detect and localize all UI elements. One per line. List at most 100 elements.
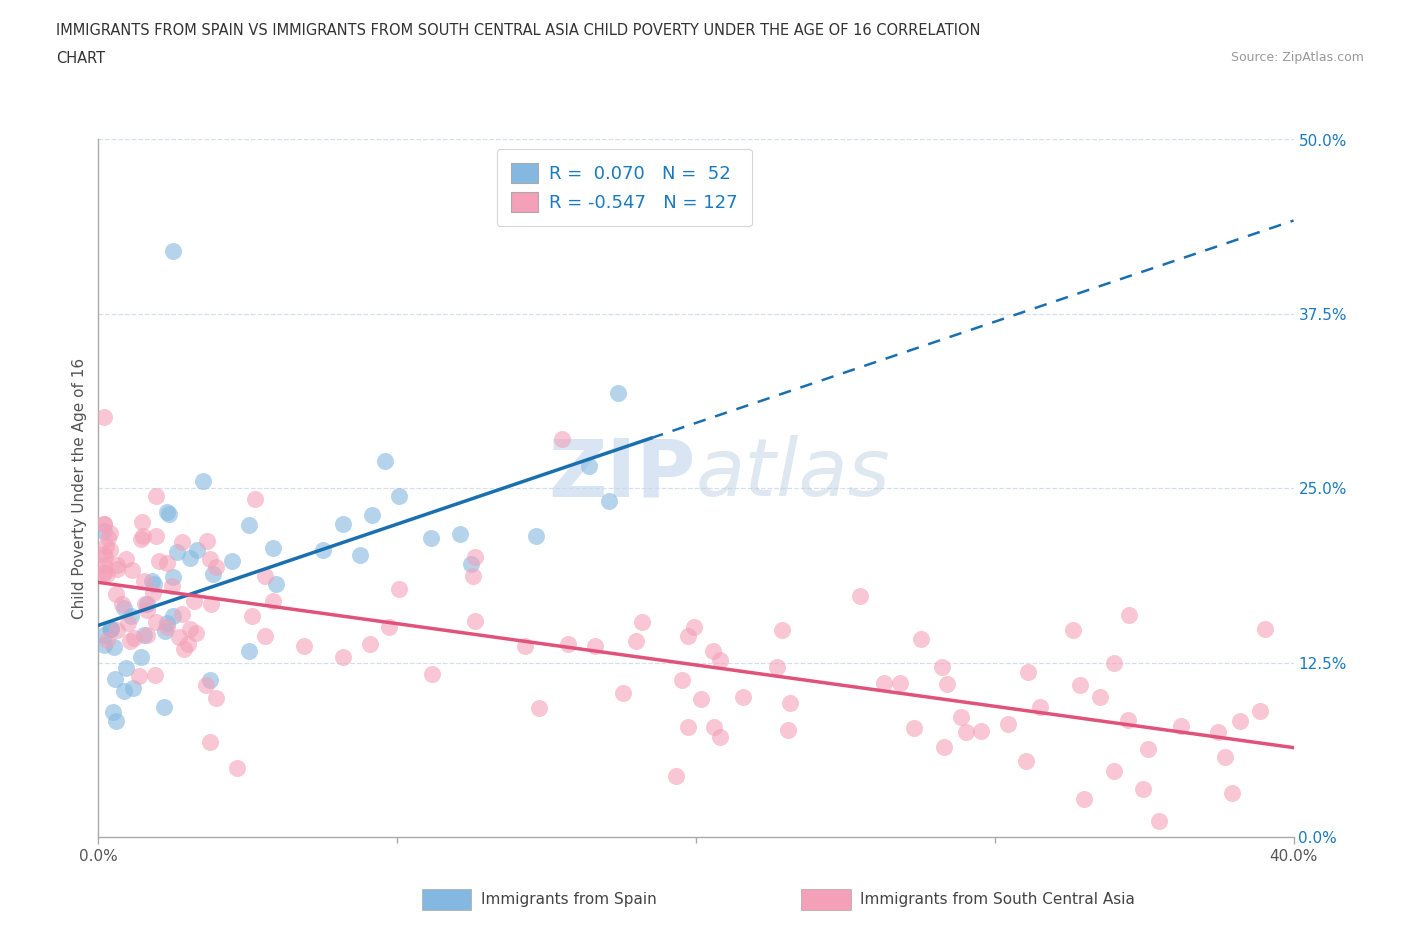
Point [93, 409, 115, 424]
Point [221, 553, 243, 568]
Point [105, 561, 128, 576]
Point [94, 550, 117, 565]
Text: Immigrants from South Central Asia: Immigrants from South Central Asia [860, 892, 1136, 907]
Point [1215, 750, 1237, 764]
Point [931, 659, 953, 674]
Point [112, 684, 135, 698]
Point [779, 696, 801, 711]
Point [460, 557, 482, 572]
Point [198, 551, 221, 566]
Point [292, 638, 315, 653]
Point [1073, 791, 1095, 806]
Point [312, 542, 335, 557]
Point [148, 553, 170, 568]
Point [682, 619, 704, 634]
Point [177, 637, 200, 652]
Point [1118, 712, 1140, 727]
Point [626, 633, 648, 648]
Point [612, 685, 634, 700]
Point [93, 516, 115, 531]
Point [238, 644, 260, 658]
Point [1102, 764, 1125, 778]
Point [112, 601, 135, 616]
Point [141, 574, 163, 589]
Point [1147, 814, 1170, 829]
Point [955, 724, 977, 739]
Point [671, 672, 693, 687]
Point [131, 514, 153, 529]
Point [136, 603, 159, 618]
Point [98, 622, 121, 637]
Point [936, 677, 959, 692]
Point [676, 720, 699, 735]
Point [949, 710, 972, 724]
Point [361, 508, 384, 523]
Point [132, 528, 155, 543]
Point [242, 609, 264, 624]
Text: atlas: atlas [696, 435, 891, 513]
Point [93, 628, 115, 643]
Point [709, 730, 731, 745]
Point [1102, 656, 1125, 671]
Point [98, 525, 121, 540]
Point [997, 716, 1019, 731]
Point [117, 616, 139, 631]
Point [607, 385, 630, 400]
Point [1206, 724, 1229, 739]
Point [104, 671, 127, 686]
Point [262, 540, 284, 555]
Point [873, 675, 896, 690]
Point [200, 597, 222, 612]
Point [1015, 753, 1038, 768]
Point [778, 723, 800, 737]
Point [121, 681, 143, 696]
Point [1029, 700, 1052, 715]
Point [388, 581, 411, 596]
Point [98, 543, 121, 558]
Point [198, 672, 221, 687]
Point [527, 700, 550, 715]
Point [513, 639, 536, 654]
Point [103, 640, 125, 655]
Text: CHART: CHART [56, 51, 105, 66]
Point [170, 535, 193, 550]
Point [157, 507, 180, 522]
Point [142, 586, 165, 601]
Point [166, 545, 188, 560]
Point [733, 689, 755, 704]
Point [1017, 664, 1039, 679]
Point [111, 597, 134, 612]
Point [709, 652, 731, 667]
Point [143, 668, 166, 683]
Point [145, 489, 167, 504]
Point [156, 504, 179, 519]
Point [332, 650, 354, 665]
Point [162, 244, 184, 259]
Text: IMMIGRANTS FROM SPAIN VS IMMIGRANTS FROM SOUTH CENTRAL ASIA CHILD POVERTY UNDER : IMMIGRANTS FROM SPAIN VS IMMIGRANTS FROM… [56, 23, 981, 38]
Point [122, 631, 145, 645]
Point [153, 699, 176, 714]
Point [93, 523, 115, 538]
Point [162, 608, 184, 623]
Point [378, 619, 401, 634]
Point [464, 614, 486, 629]
Point [202, 567, 225, 582]
Point [1132, 781, 1154, 796]
Point [162, 569, 184, 584]
Point [463, 568, 485, 583]
Point [195, 534, 218, 549]
Point [332, 516, 354, 531]
Point [121, 563, 143, 578]
Point [243, 491, 266, 506]
Point [107, 622, 129, 637]
Point [93, 516, 115, 531]
Point [160, 578, 183, 593]
Point [598, 494, 620, 509]
Point [145, 615, 167, 630]
Point [903, 720, 925, 735]
Point [449, 527, 471, 542]
Point [910, 631, 932, 646]
Point [179, 621, 201, 636]
Point [1118, 607, 1140, 622]
Point [770, 623, 793, 638]
